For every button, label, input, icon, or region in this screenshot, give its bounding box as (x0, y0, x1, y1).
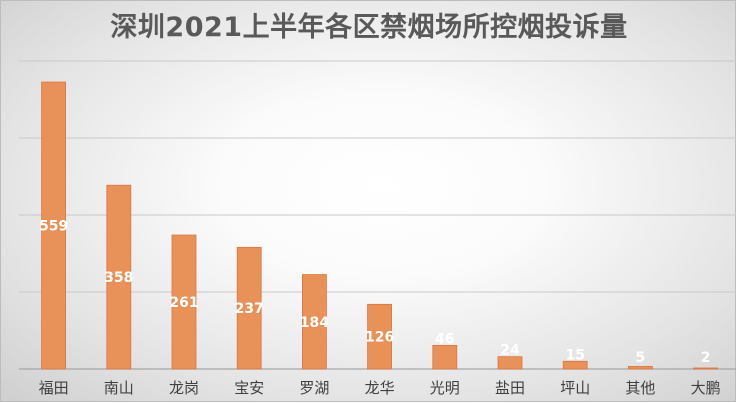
x-tick-大鹏: 大鹏 (691, 379, 721, 397)
data-label-大鹏: 2 (701, 350, 711, 366)
x-tick-盐田: 盐田 (495, 379, 525, 397)
data-labels: 559 358 261 237 184 126 46 24 15 5 2 (39, 219, 710, 366)
bar-福田 (41, 81, 66, 370)
data-label-龙岗: 261 (169, 295, 198, 311)
bar-罗湖 (301, 274, 327, 370)
x-tick-labels: 福田 南山 龙岗 宝安 罗湖 龙华 光明 盐田 坪山 其他 大鹏 (39, 379, 721, 397)
bar-光明 (432, 344, 458, 370)
data-label-光明: 46 (435, 331, 454, 347)
bar-盐田 (497, 356, 523, 370)
bars (41, 81, 718, 370)
data-label-南山: 358 (104, 270, 133, 286)
bar-龙华 (367, 303, 393, 370)
data-label-福田: 559 (39, 219, 68, 235)
bar-其他 (628, 366, 653, 370)
data-label-其他: 5 (636, 350, 646, 366)
x-tick-龙岗: 龙岗 (169, 379, 199, 397)
data-label-坪山: 15 (565, 347, 584, 363)
bar-龙岗 (171, 234, 197, 370)
x-tick-坪山: 坪山 (560, 379, 590, 397)
data-label-罗湖: 184 (300, 315, 329, 331)
bar-南山 (106, 184, 132, 370)
x-tick-其他: 其他 (625, 379, 655, 397)
x-tick-罗湖: 罗湖 (299, 379, 329, 397)
x-tick-龙华: 龙华 (365, 379, 395, 397)
x-tick-光明: 光明 (430, 379, 460, 397)
bar-坪山 (562, 360, 588, 370)
bar-宝安 (236, 246, 262, 370)
data-label-龙华: 126 (365, 330, 394, 346)
x-tick-福田: 福田 (39, 379, 69, 397)
bar-大鹏 (693, 367, 718, 370)
gridlines (19, 60, 736, 370)
data-label-宝安: 237 (235, 301, 264, 317)
chart-title: 深圳2021上半年各区禁烟场所控烟投诉量 (110, 12, 628, 43)
x-tick-南山: 南山 (104, 379, 134, 397)
x-tick-宝安: 宝安 (234, 379, 264, 397)
data-label-盐田: 24 (500, 343, 520, 359)
